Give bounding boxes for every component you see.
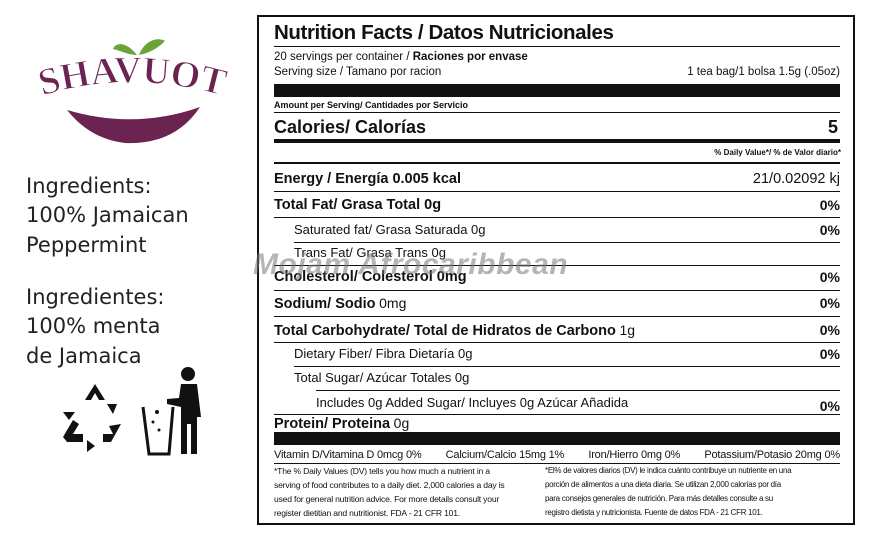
footnote-line: porción de alimentos a una dieta diaria.…	[545, 480, 781, 489]
footnote-line: para consejos generales de nutrición. Pa…	[545, 494, 773, 503]
servings-en: 20 servings per container /	[274, 51, 410, 63]
vitamin: Iron/Hierro 0mg 0%	[588, 449, 681, 461]
nutrient-name: Dietary Fiber/ Fibra Dietaría 0g	[294, 346, 473, 361]
ingredient-line: 100% Jamaican	[26, 203, 189, 227]
brand: SHAVUOT	[34, 49, 231, 104]
label-title: Nutrition Facts / Datos Nutricionales	[274, 21, 614, 44]
servings: 20 servings per container / Raciones por…	[274, 51, 528, 63]
vitamin: Calcium/Calcio 15mg 1%	[445, 449, 565, 461]
rule	[274, 290, 840, 291]
nutrient-value: 21/0.02092 kj	[752, 171, 840, 187]
daily-value-header: % Daily Value*/ % de Valor diario*	[714, 148, 841, 157]
nutrition-label	[257, 15, 855, 525]
ingredient-line: Ingredients:	[26, 174, 152, 198]
rule	[274, 139, 840, 143]
nutrient-row: Dietary Fiber/ Fibra Dietaría 0g 0%	[294, 345, 840, 363]
serving-size-value: 1 tea bag/1 bolsa 1.5g (.05oz)	[687, 66, 840, 78]
nutrient-name: Energy / Energía 0.005 kcal	[274, 171, 461, 187]
nutrient-value: 0%	[819, 322, 840, 338]
rule	[274, 342, 840, 343]
calories-value: 5	[827, 117, 838, 137]
rule	[274, 191, 840, 192]
nutrient-row: Cholesterol/ Colesterol 0mg 0%	[274, 268, 840, 286]
nutrient-value: 0%	[819, 398, 840, 414]
bar	[274, 84, 840, 97]
nutrient-name: Total Sugar/ Azúcar Totales 0g	[294, 370, 470, 385]
nutrient-name: Total Carbohydrate/ Total de Hidratos de…	[274, 323, 616, 339]
footnote-line: *The % Daily Values (DV) tells you how m…	[274, 466, 490, 476]
footnote-es: *El% de valores diarios (DV) le indica c…	[545, 464, 792, 520]
rule	[274, 414, 840, 415]
rule	[274, 217, 840, 218]
rule	[316, 390, 840, 391]
ingredient-line: 100% menta	[26, 314, 161, 338]
nutrient-name: Includes 0g Added Sugar/ Incluyes 0g Azú…	[316, 395, 629, 410]
nutrient-row: Trans Fat/ Grasa Trans 0g	[294, 244, 840, 262]
rule	[274, 463, 840, 464]
footnote-line: registro dietista y nutricionista. Fuent…	[545, 508, 763, 517]
rule	[274, 46, 840, 47]
trash-icon	[141, 406, 175, 456]
rule	[294, 242, 840, 243]
rule	[274, 316, 840, 317]
nutrient-name: Trans Fat/ Grasa Trans 0g	[294, 245, 446, 260]
footnote-en: *The % Daily Values (DV) tells you how m…	[274, 464, 505, 520]
footnote-line: *El% de valores diarios (DV) le indica c…	[545, 466, 792, 475]
nutrient-name: Saturated fat/ Grasa Saturada 0g	[294, 222, 486, 237]
nutrient-row: Sodium/ Sodio 0mg 0%	[274, 294, 840, 312]
ingredient-line: Peppermint	[26, 233, 147, 257]
recycle-icon	[63, 384, 121, 452]
nutrient-value: 0%	[819, 269, 840, 285]
bar	[274, 432, 840, 445]
vitamins: Vitamin D/Vitamina D 0mcg 0% Calcium/Calc…	[274, 449, 840, 461]
watermark: Mojam Afrocaribbean	[253, 248, 569, 281]
nutrient-name: Total Fat/ Grasa Total 0g	[274, 197, 442, 213]
rule	[274, 162, 840, 164]
servings-es: Raciones por envase	[412, 51, 528, 63]
amount-per-serving: Amount per Serving/ Cantidades por Servi…	[274, 100, 469, 110]
vitamin: Potassium/Potasio 20mg 0%	[704, 449, 840, 461]
nutrient-value: 0%	[819, 197, 840, 213]
nutrient-row: Total Carbohydrate/ Total de Hidratos de…	[274, 321, 840, 339]
ingredient-line: Ingredientes:	[26, 285, 165, 309]
nutrient-row: Saturated fat/ Grasa Saturada 0g 0%	[294, 221, 840, 239]
nutrient-name: Cholesterol/ Colesterol 0mg	[274, 269, 467, 285]
nutrient-amount: 0g	[393, 415, 410, 431]
nutrient-name: Sodium/ Sodio	[274, 296, 376, 312]
rule	[274, 265, 840, 266]
footnote-line: used for general nutrition advice. For m…	[274, 494, 500, 504]
footnote-line: serving of food contributes to a daily d…	[274, 480, 505, 490]
nutrient-row: Protein/ Proteina 0g	[274, 414, 840, 432]
nutrient-amount: 0mg	[379, 295, 407, 311]
nutrient-name: Protein/ Proteina	[274, 416, 391, 432]
nutrient-row: Energy / Energía 0.005 kcal 21/0.02092 kj	[274, 170, 840, 188]
calories-label: Calories/ Calorías	[274, 117, 427, 137]
rule	[274, 112, 840, 113]
nutrient-amount: 1g	[619, 322, 636, 338]
icons	[63, 367, 201, 456]
vitamin: Vitamin D/Vitamina D 0mcg 0%	[274, 449, 422, 461]
nutrient-row: Total Fat/ Grasa Total 0g 0%	[274, 196, 840, 214]
nutrient-row: Total Sugar/ Azúcar Totales 0g	[294, 369, 840, 387]
ingredient-line: de Jamaica	[26, 344, 142, 368]
nutrient-value: 0%	[819, 295, 840, 311]
rule	[294, 366, 840, 367]
logo: SHAVUOT	[33, 39, 231, 144]
nutrient-row: Includes 0g Added Sugar/ Incluyes 0g Azú…	[316, 394, 840, 414]
footnote-line: register dietitian and nutritionist. FDA…	[274, 508, 460, 518]
nutrient-value: 0%	[819, 346, 840, 362]
serving-size-label: Serving size / Tamano por racion	[274, 66, 442, 78]
nutrient-value: 0%	[819, 222, 840, 238]
